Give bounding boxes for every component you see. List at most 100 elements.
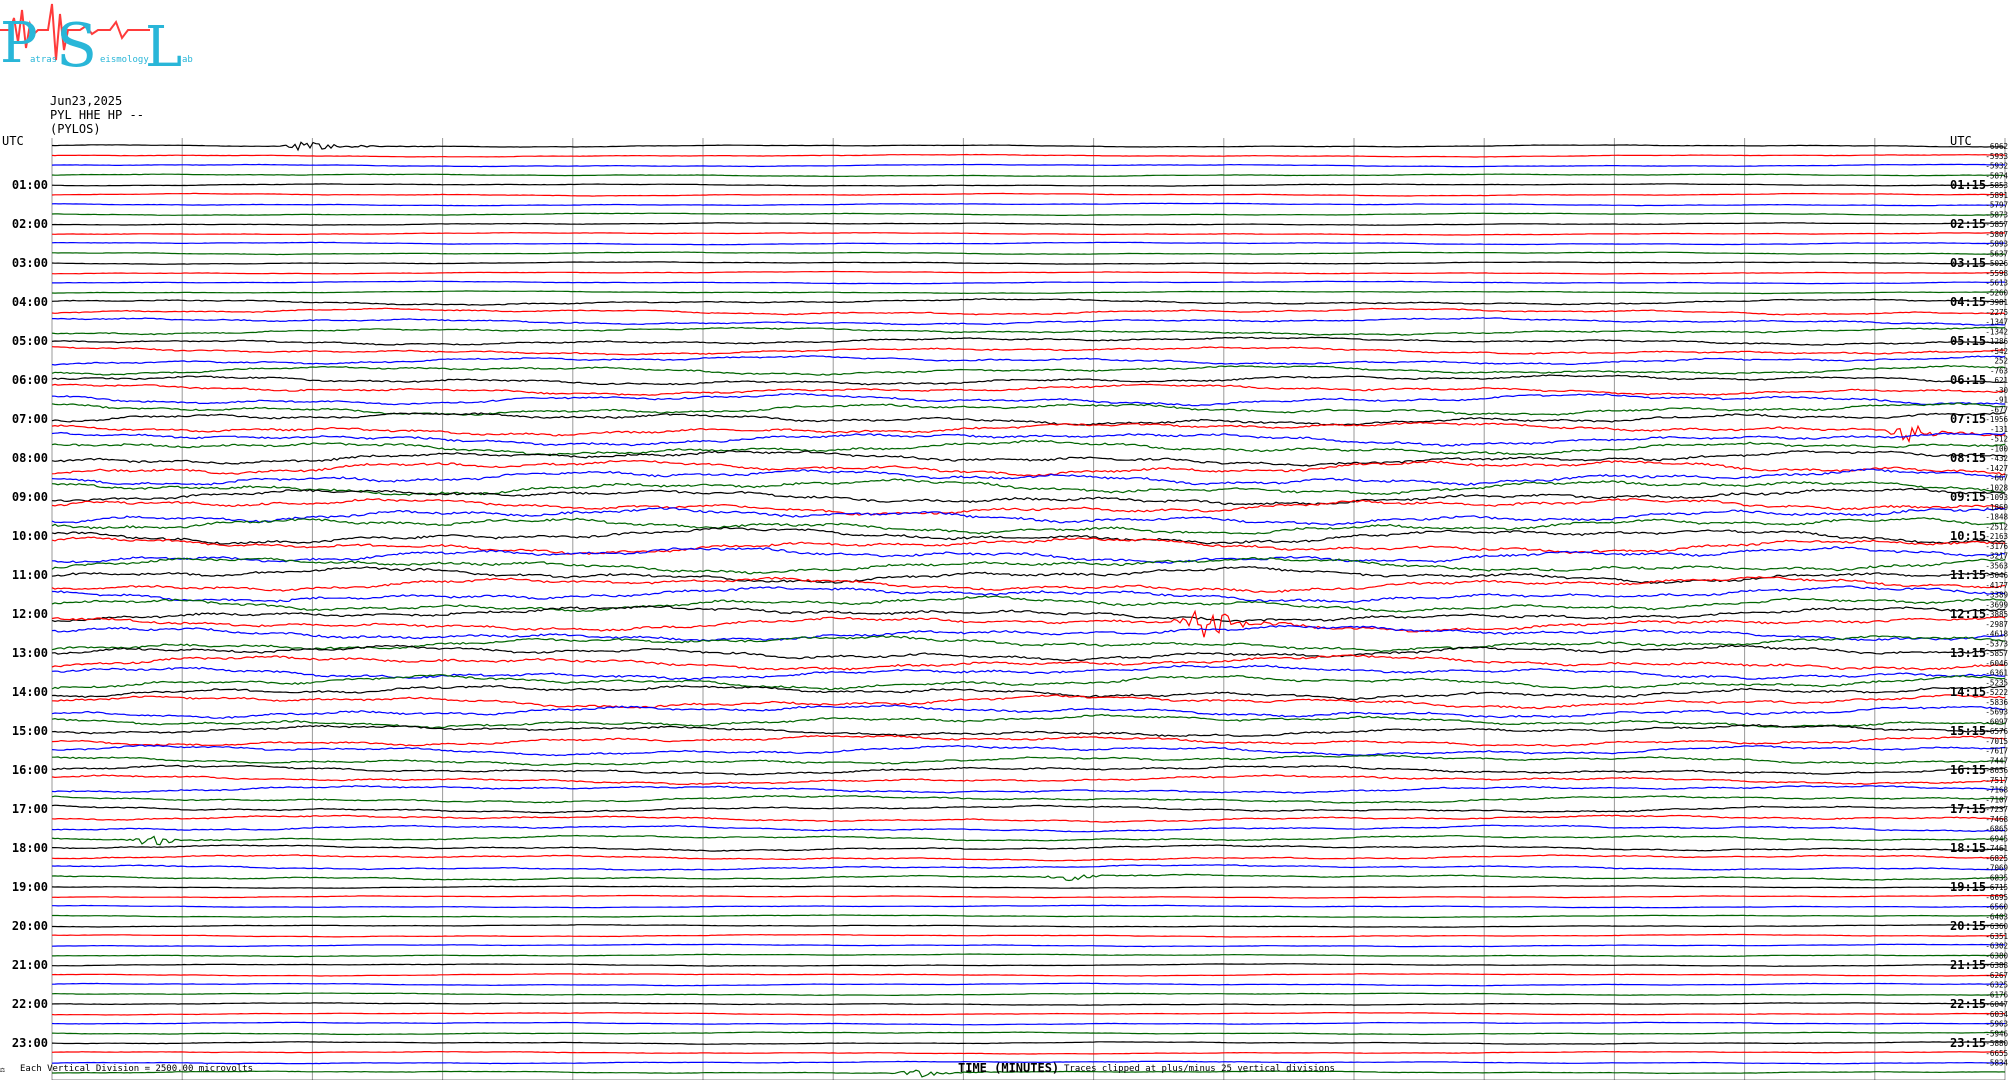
- trace-40: [51, 526, 2006, 545]
- trace-88: [51, 1002, 2005, 1006]
- trace-offset-label: -5598: [1985, 269, 2008, 278]
- trace-28: [51, 412, 2006, 426]
- trace-offset-label: -5891: [1985, 191, 2008, 200]
- trace-offset-label: -7517: [1985, 776, 2008, 785]
- trace-offset-label: -3046: [1985, 571, 2008, 580]
- trace-offset-label: -1956: [1985, 415, 2008, 424]
- trace-79: [52, 914, 2006, 919]
- trace-offset-label: -5874: [1985, 171, 2008, 180]
- trace-95: [52, 1069, 2006, 1078]
- trace-85: [51, 973, 2005, 977]
- trace-offset-label: -5857: [1985, 649, 2008, 658]
- trace-72: [52, 844, 2006, 852]
- trace-offset-label: -5235: [1985, 678, 2008, 687]
- clip-note: Traces clipped at plus/minus 25 vertical…: [1064, 1064, 1335, 1074]
- trace-offset-label: -6351: [1985, 932, 2008, 941]
- trace-offset-label: -7168: [1985, 786, 2008, 795]
- trace-offset-label: -763: [1990, 366, 2008, 375]
- trace-26: [51, 392, 2005, 407]
- right-time-label: 02:15: [1950, 217, 1986, 231]
- trace-38: [51, 506, 2006, 526]
- trace-56: [51, 684, 2006, 701]
- right-time-label: 08:15: [1950, 451, 1986, 465]
- trace-offset-label: -3217: [1985, 552, 2008, 561]
- trace-69: [51, 814, 2006, 823]
- trace-offset-label: -5797: [1985, 201, 2008, 210]
- trace-offset-label: -1869: [1985, 503, 2008, 512]
- right-time-label: 18:15: [1950, 841, 1986, 855]
- trace-9: [51, 231, 2006, 236]
- trace-48: [51, 605, 2006, 623]
- left-time-label: 05:00: [12, 334, 48, 348]
- scale-note: Each Vertical Division = 2500.00 microvo…: [20, 1064, 253, 1074]
- trace-71: [51, 834, 2005, 846]
- right-time-label: 03:15: [1950, 256, 1986, 270]
- left-time-label: 20:00: [12, 919, 48, 933]
- trace-offset-label: -1093: [1985, 493, 2008, 502]
- trace-70: [51, 824, 2006, 833]
- logo-letter-s: S: [56, 11, 97, 70]
- trace-offset-label: -3981: [1985, 298, 2008, 307]
- logo-word-3: ab: [182, 55, 193, 65]
- trace-offset-label: 621: [1994, 376, 2008, 385]
- trace-offset-label: -30: [1994, 386, 2008, 395]
- trace-offset-label: -5880: [1985, 1039, 2008, 1048]
- trace-54: [51, 664, 2005, 681]
- trace-offset-label: -6176: [1985, 990, 2008, 999]
- left-time-label: 01:00: [12, 178, 48, 192]
- header-channel: PYL HHE HP --: [50, 108, 144, 122]
- trace-62: [51, 744, 2006, 757]
- right-time-label: 14:15: [1950, 685, 1986, 699]
- trace-50: [51, 624, 2006, 642]
- trace-43: [51, 556, 2006, 575]
- trace-offset-label: -5834: [1985, 1059, 2008, 1068]
- left-time-label: 04:00: [12, 295, 48, 309]
- trace-3: [51, 173, 2005, 178]
- trace-offset-label: -6047: [1985, 1000, 2008, 1009]
- trace-offset-label: -3389: [1985, 591, 2008, 600]
- trace-offset-label: -7461: [1985, 844, 2008, 853]
- trace-offset-label: -6962: [1985, 142, 2008, 151]
- trace-offset-label: -6825: [1985, 854, 2008, 863]
- trace-24: [51, 374, 2006, 386]
- trace-16: [51, 298, 2005, 306]
- trace-76: [51, 885, 2006, 889]
- trace-offset-label: -1028: [1985, 483, 2008, 492]
- trace-74: [51, 864, 2006, 871]
- left-time-label: 21:00: [12, 958, 48, 972]
- trace-offset-label: -3885: [1985, 610, 2008, 619]
- trace-offset-label: -6360: [1985, 922, 2008, 931]
- left-time-label: 17:00: [12, 802, 48, 816]
- trace-offset-label: -4618: [1985, 630, 2008, 639]
- trace-55: [51, 674, 2006, 691]
- trace-34: [51, 468, 2006, 486]
- trace-offset-label: -7447: [1985, 756, 2008, 765]
- trace-offset-label: -7107: [1985, 795, 2008, 804]
- left-time-label: 19:00: [12, 880, 48, 894]
- trace-offset-label: -6560: [1985, 903, 2008, 912]
- trace-offset-label: -1286: [1985, 337, 2008, 346]
- trace-77: [51, 894, 2006, 899]
- trace-offset-label: -7015: [1985, 737, 2008, 746]
- right-time-label: 15:15: [1950, 724, 1986, 738]
- trace-offset-label: -6046: [1985, 659, 2008, 668]
- trace-31: [51, 439, 2006, 456]
- trace-offset-labels: -6962-5933-5932-5874-5853-5891-5797-5873…: [1985, 142, 2008, 1068]
- trace-84: [52, 963, 2005, 967]
- left-time-label: 06:00: [12, 373, 48, 387]
- left-time-label: 12:00: [12, 607, 48, 621]
- trace-offset-label: -6695: [1985, 893, 2008, 902]
- left-footer-mark: ⚖: [0, 1065, 5, 1074]
- right-time-label: 23:15: [1950, 1036, 1986, 1050]
- seismic-traces: [51, 141, 2006, 1078]
- trace-65: [51, 774, 2006, 786]
- left-axis-title: UTC: [2, 134, 24, 148]
- trace-offset-label: -91: [1994, 396, 2008, 405]
- trace-44: [51, 565, 2006, 584]
- trace-offset-label: -4177: [1985, 581, 2008, 590]
- right-time-label: 11:15: [1950, 568, 1986, 582]
- trace-13: [51, 270, 2006, 275]
- trace-offset-label: -6388: [1985, 961, 2008, 970]
- trace-64: [51, 764, 2005, 776]
